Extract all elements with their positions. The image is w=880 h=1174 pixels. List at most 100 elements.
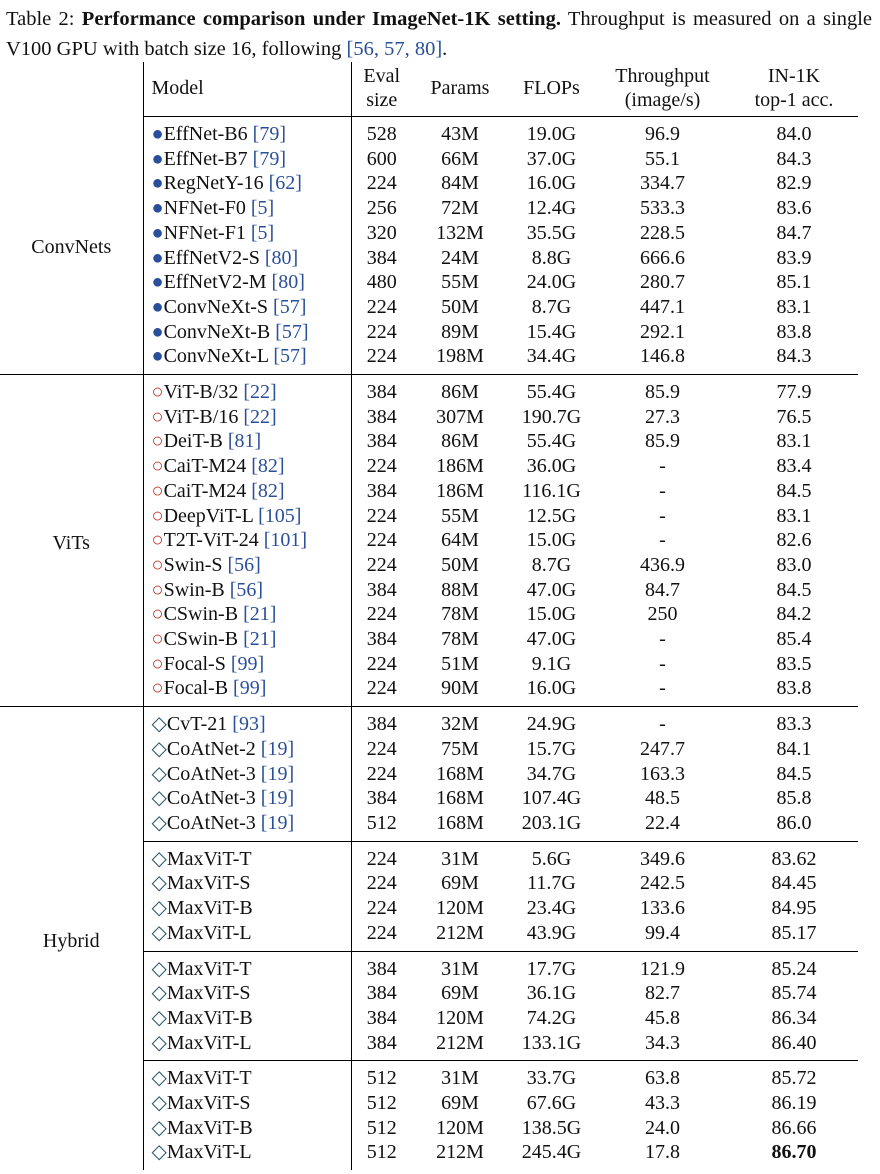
row: ◇MaxViT-S 512 69M 67.6G 43.3 86.19 xyxy=(0,1091,858,1116)
caption-refs: [56, 57, 80] xyxy=(346,38,443,60)
value-cell: 224 xyxy=(350,676,412,707)
value-cell: 86M xyxy=(441,430,479,453)
value-cell: 247.7 xyxy=(640,737,685,760)
value-cell: 512 xyxy=(350,1140,412,1171)
model-cell: ○CaiT-M24 [82] xyxy=(142,454,351,479)
marker: ○ xyxy=(151,405,164,428)
model-cell: ◇MaxViT-L xyxy=(142,920,351,951)
value-cell: 43.9G xyxy=(526,921,577,944)
citation: [21] xyxy=(243,628,277,651)
citation: [19] xyxy=(260,762,295,785)
value-cell: 292.1 xyxy=(640,320,685,343)
value-cell: - xyxy=(659,677,666,700)
value-cell: 75M xyxy=(441,737,479,760)
value-cell: 17.8 xyxy=(645,1141,680,1164)
citation: [22] xyxy=(243,381,277,404)
citation: [79] xyxy=(252,123,286,145)
value-cell: 15.4G xyxy=(526,320,577,343)
marker: ◇ xyxy=(151,713,167,736)
model-cell: ●ConvNeXt-B [57] xyxy=(142,319,351,345)
model-name: CoAtNet-3 xyxy=(166,762,256,785)
value-cell: 250 xyxy=(647,603,678,626)
value-cell: 84.7 xyxy=(776,221,812,244)
value-cell: 78M xyxy=(441,603,479,626)
marker: ○ xyxy=(151,529,164,552)
value-cell: 228.5 xyxy=(640,221,685,244)
model-name: RegNetY-16 xyxy=(163,172,264,195)
marker: ◇ xyxy=(151,1006,167,1029)
model-name: CaiT-M24 xyxy=(163,455,247,478)
value-cell: 12.4G xyxy=(526,197,577,220)
value-cell: 9.1G xyxy=(531,652,572,675)
header-line: Eval xyxy=(363,65,401,87)
value-cell: 224 xyxy=(350,294,412,320)
citation: [62] xyxy=(268,172,302,195)
value-cell: 83.8 xyxy=(776,320,812,343)
value-cell: 82.7 xyxy=(645,982,680,1005)
marker: ○ xyxy=(151,381,164,404)
model-name: DeepViT-L xyxy=(163,504,254,527)
value-cell: 31M xyxy=(412,840,508,872)
value-cell: 8.7G xyxy=(531,553,572,576)
value-cell: 384 xyxy=(350,429,412,455)
value-cell: 86.19 xyxy=(771,1092,817,1115)
value-cell: 47.0G xyxy=(526,578,577,601)
row: ●EffNet-B7 [79] 600 66M 37.0G 55.1 84.3 xyxy=(0,146,858,172)
model-cell: ◇MaxViT-T xyxy=(142,1060,351,1092)
row: ○Swin-B [56] 384 88M 47.0G 84.7 84.5 xyxy=(0,577,858,603)
value-cell: 133.6 xyxy=(640,897,685,920)
marker: ◇ xyxy=(151,787,167,810)
value-cell: 86.34 xyxy=(771,1006,817,1029)
value-cell: 15.0G xyxy=(526,529,577,552)
model-cell: ●EffNet-B6 [79] xyxy=(142,115,351,147)
value-cell: 203.1G xyxy=(521,811,582,834)
value-cell: 224 xyxy=(350,171,412,197)
value-cell: 533.3 xyxy=(640,197,685,220)
model-name: EffNet-B6 xyxy=(163,123,248,145)
value-cell: 89M xyxy=(441,320,479,343)
value-cell: 85.9 xyxy=(645,430,680,453)
value-cell: 349.6 xyxy=(595,840,730,872)
model-cell: ●RegNetY-16 [62] xyxy=(142,171,351,197)
value-cell: 48.5 xyxy=(645,787,680,810)
value-cell: 666.6 xyxy=(640,246,685,269)
row: ○Focal-S [99] 224 51M 9.1G -83.5 xyxy=(0,651,858,677)
model-cell: ◇MaxViT-T xyxy=(142,840,351,872)
row: ◇MaxViT-S 384 69M 36.1G 82.7 85.74 xyxy=(0,981,858,1006)
row: ViTs ○ViT-B/32 [22] 384 86M 55.4G 85.9 77.9 xyxy=(0,374,858,707)
citation: [19] xyxy=(260,811,295,834)
row: ●RegNetY-16 [62] 224 84M 16.0G 334.7 82.9 xyxy=(0,171,858,197)
value-cell: 256 xyxy=(350,196,412,221)
value-cell: 12.5G xyxy=(526,504,577,527)
value-cell: 83.1 xyxy=(776,295,812,318)
row: ◇MaxViT-L 224 212M 43.9G 99.4 85.17 xyxy=(0,920,858,951)
value-cell: 224 xyxy=(350,503,412,529)
value-cell: - xyxy=(659,628,666,651)
row: ○DeepViT-L [105] 224 55M 12.5G -83.1 xyxy=(0,503,858,529)
value-cell: 83.8 xyxy=(776,677,812,700)
header-line: IN-1K xyxy=(767,65,821,87)
value-cell: 121.9 xyxy=(595,950,730,982)
value-cell: 212M xyxy=(436,1031,484,1054)
value-cell: 16.0G xyxy=(526,677,577,700)
value-cell: 120M xyxy=(436,1006,484,1029)
model-cell: ◇CvT-21 [93] xyxy=(142,706,351,737)
model-name: NFNet-F1 xyxy=(163,221,246,244)
model-name: MaxViT-L xyxy=(166,921,252,944)
value-cell: 224 xyxy=(350,840,412,872)
value-cell: 83.1 xyxy=(776,504,812,527)
citation: [82] xyxy=(251,455,285,478)
citation: [57] xyxy=(275,320,309,343)
model-cell: ●ConvNeXt-S [57] xyxy=(142,294,351,320)
model-cell: ○CSwin-B [21] xyxy=(142,602,351,628)
value-cell: - xyxy=(659,479,666,502)
model-name: MaxViT-B xyxy=(166,897,253,920)
model-cell: ○Swin-B [56] xyxy=(142,577,351,603)
value-cell: 83.9 xyxy=(776,246,812,269)
value-cell: 138.5G xyxy=(521,1116,582,1139)
value-cell: 83.6 xyxy=(776,197,812,220)
value-cell: 146.8 xyxy=(640,345,685,368)
value-cell: 384 xyxy=(350,706,412,737)
citation: [5] xyxy=(250,197,275,220)
value-cell: 107.4G xyxy=(521,787,582,810)
